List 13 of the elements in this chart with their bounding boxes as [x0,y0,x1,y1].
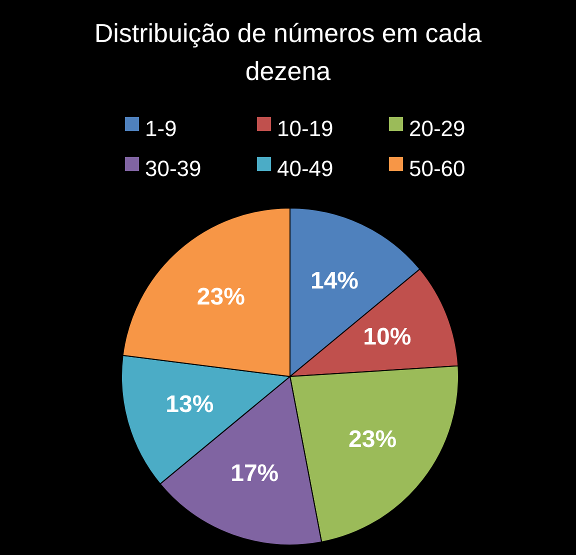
data-label: 10% [363,323,412,350]
legend-label: 40-49 [277,156,334,181]
data-label: 14% [310,267,359,294]
legend-label: 50-60 [409,156,466,181]
data-label: 17% [230,460,279,488]
legend-label: 10-19 [277,116,334,141]
data-label: 13% [166,390,214,418]
legend-label: 20-29 [409,116,466,141]
data-label: 23% [196,283,245,310]
data-label: 23% [348,426,397,453]
legend-label: 1-9 [145,116,177,141]
chart-title: Distribuição de números em cada dezena [94,18,482,86]
legend-label: 30-39 [145,156,202,181]
